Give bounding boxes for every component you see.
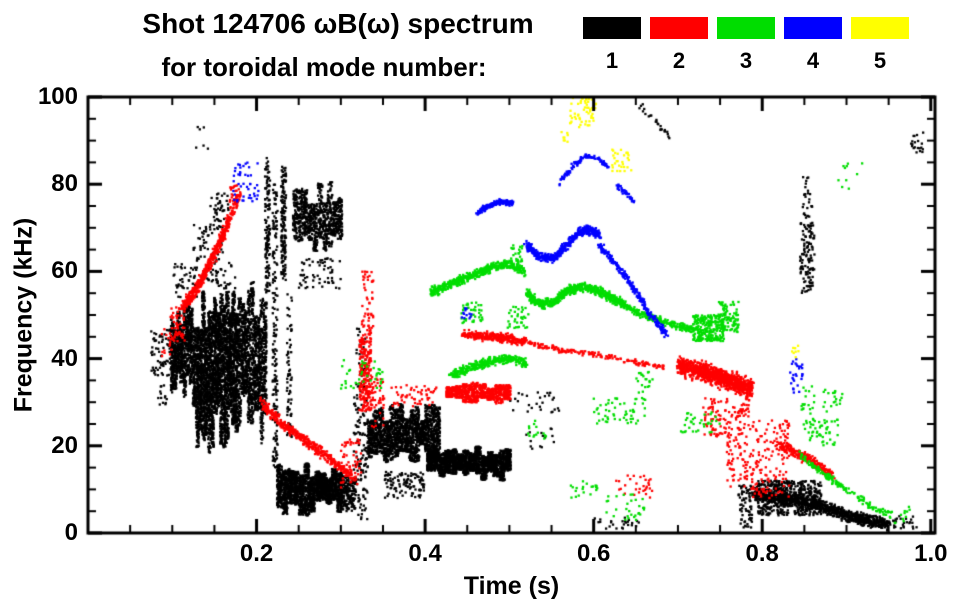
legend-swatch-icon: [583, 17, 641, 39]
legend-swatch-icon: [784, 17, 842, 39]
y-tick-label: 20: [51, 431, 78, 459]
legend-item-mode-2: 2: [650, 17, 708, 72]
y-tick-label: 60: [51, 257, 78, 285]
legend-item-mode-5: 5: [851, 17, 909, 72]
legend-swatch-icon: [650, 17, 708, 39]
legend-item-mode-3: 3: [717, 17, 775, 72]
x-tick-label: 0.8: [745, 540, 779, 567]
y-tick-label: 0: [64, 519, 78, 546]
legend-mode-number: 2: [672, 48, 686, 73]
x-axis-label: Time (s): [463, 572, 560, 600]
legend: 1 2 3 4 5: [583, 17, 909, 72]
chart-subtitle: for toroidal mode number:: [161, 52, 487, 82]
y-tick-label: 100: [37, 83, 78, 110]
legend-item-mode-4: 4: [784, 17, 842, 72]
legend-mode-number: 5: [873, 48, 887, 73]
y-axis-label: Frequency (kHz): [9, 217, 38, 413]
legend-mode-number: 1: [605, 48, 619, 73]
legend-mode-number: 4: [806, 48, 820, 73]
legend-mode-number: 3: [739, 48, 753, 73]
legend-swatch-icon: [717, 17, 775, 39]
x-tick-label: 0.4: [408, 540, 442, 567]
legend-item-mode-1: 1: [583, 17, 641, 72]
y-tick-label: 40: [51, 344, 78, 372]
x-tick-label: 0.2: [239, 540, 274, 567]
chart-title: Shot 124706 ωB(ω) spectrum: [142, 8, 534, 39]
x-tick-label: 1.0: [914, 540, 948, 567]
y-tick-label: 80: [51, 170, 78, 198]
x-tick-label: 0.6: [576, 540, 611, 567]
legend-swatch-icon: [851, 17, 909, 39]
